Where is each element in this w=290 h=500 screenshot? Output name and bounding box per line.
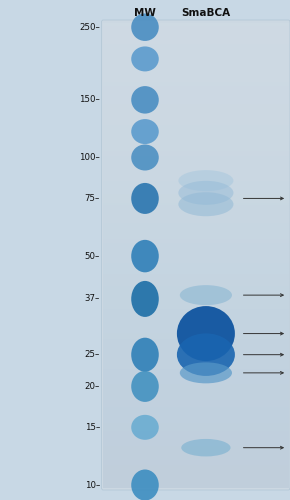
Ellipse shape [180,362,232,384]
Ellipse shape [177,306,235,361]
Text: 50–: 50– [85,252,100,260]
Ellipse shape [131,183,159,214]
Ellipse shape [131,415,159,440]
Ellipse shape [181,439,231,456]
Ellipse shape [131,14,159,41]
Text: 100–: 100– [79,153,100,162]
Ellipse shape [131,470,159,500]
Ellipse shape [178,170,233,191]
Text: SmaBCA: SmaBCA [181,8,231,18]
Text: 75–: 75– [85,194,100,203]
Ellipse shape [131,86,159,114]
Text: 150–: 150– [79,96,100,104]
Ellipse shape [180,285,232,305]
Text: 37–: 37– [85,294,100,304]
Text: 250–: 250– [79,22,100,32]
Ellipse shape [131,371,159,402]
Ellipse shape [131,281,159,317]
Ellipse shape [131,46,159,72]
Ellipse shape [131,240,159,272]
Text: 10–: 10– [85,480,100,490]
Ellipse shape [131,119,159,144]
Ellipse shape [178,192,233,216]
Ellipse shape [131,144,159,171]
Ellipse shape [177,334,235,376]
Ellipse shape [131,338,159,372]
Text: MW: MW [134,8,156,18]
FancyBboxPatch shape [102,20,290,490]
Text: 20–: 20– [85,382,100,391]
Text: 25–: 25– [85,350,100,359]
Text: 15–: 15– [85,423,100,432]
Ellipse shape [178,181,233,205]
